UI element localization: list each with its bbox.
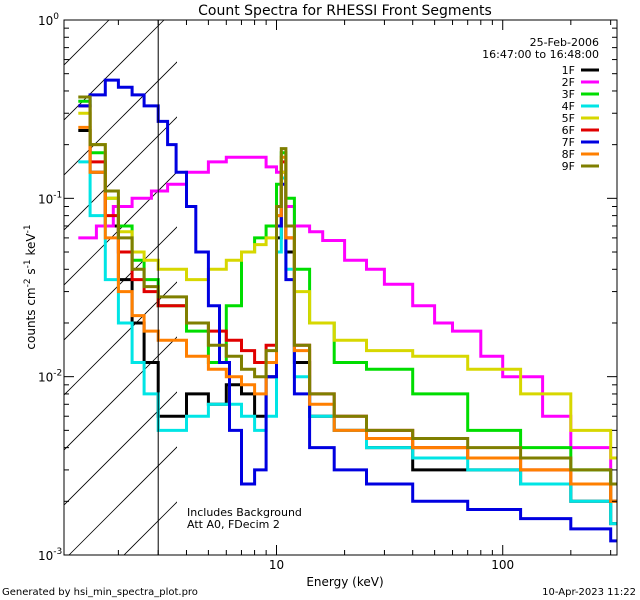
y-tick-exp: -3 xyxy=(53,547,62,557)
hatch-line xyxy=(64,61,177,176)
series-line-7F xyxy=(78,78,617,543)
legend-label-9F: 9F xyxy=(562,160,575,173)
series-line-8F xyxy=(78,125,617,503)
y-label-part: counts cm xyxy=(24,287,38,349)
y-tick-base: 10 xyxy=(38,192,53,206)
series-line-5F xyxy=(78,111,617,460)
series-line-3F xyxy=(78,99,617,503)
y-tick-exp: -2 xyxy=(53,369,62,379)
x-axis-label: Energy (keV) xyxy=(306,575,383,589)
hatch-line xyxy=(64,391,177,506)
hatch-line xyxy=(64,116,177,231)
series-layer xyxy=(78,78,617,543)
y-tick-exp: -1 xyxy=(53,190,62,200)
annotation-background: Includes Background xyxy=(187,506,302,519)
x-axis-ticks: 10 100 xyxy=(117,20,612,572)
y-tick-base: 10 xyxy=(38,549,53,563)
hatch-line xyxy=(619,20,640,555)
y-tick-base: 10 xyxy=(38,371,53,385)
y-tick-exp: 0 xyxy=(53,12,59,22)
y-label-exp: -2 xyxy=(23,278,33,287)
legend-label-1F: 1F xyxy=(562,64,575,77)
hatch-line xyxy=(64,20,165,121)
y-label-exp: -1 xyxy=(23,259,33,268)
hatch-line xyxy=(564,20,640,555)
legend-label-6F: 6F xyxy=(562,124,575,137)
series-line-9F xyxy=(78,95,617,486)
series-line-2F xyxy=(78,155,617,486)
hatch-line xyxy=(64,336,177,451)
hatch-line xyxy=(344,20,640,555)
y-label-part: keV xyxy=(24,233,38,260)
y-tick-label: 100 xyxy=(38,12,59,28)
legend-label-3F: 3F xyxy=(562,88,575,101)
legend-label-7F: 7F xyxy=(562,136,575,149)
legend-label-2F: 2F xyxy=(562,76,575,89)
y-label-exp: -1 xyxy=(23,224,33,233)
series-line-6F xyxy=(78,104,617,503)
footer-timestamp: 10-Apr-2023 11:22 xyxy=(542,587,636,598)
annotation-attenuator: Att A0, FDecim 2 xyxy=(187,518,280,531)
legend: 25-Feb-2006 16:47:00 to 16:48:00 1F2F3F4… xyxy=(482,36,599,173)
y-tick-label: 10-2 xyxy=(38,369,62,385)
chart-title: Count Spectra for RHESSI Front Segments xyxy=(198,3,492,19)
legend-label-8F: 8F xyxy=(562,148,575,161)
y-axis-label: counts cm-2 s-1 keV-1 xyxy=(23,224,38,349)
hatch-line xyxy=(64,20,110,66)
legend-date: 25-Feb-2006 xyxy=(530,36,599,49)
hatch-line xyxy=(64,281,177,396)
legend-label-4F: 4F xyxy=(562,100,575,113)
y-tick-label: 10-3 xyxy=(38,547,62,563)
plot-frame xyxy=(63,19,618,556)
footer-generated-by: Generated by hsi_min_spectra_plot.pro xyxy=(2,587,198,598)
hatch-line xyxy=(289,20,640,555)
y-label-part: s xyxy=(24,268,38,278)
hatch-line xyxy=(64,171,177,286)
legend-time-range: 16:47:00 to 16:48:00 xyxy=(482,48,599,61)
legend-label-5F: 5F xyxy=(562,112,575,125)
y-tick-base: 10 xyxy=(38,14,53,28)
hatch-line xyxy=(64,226,177,341)
x-tick-label: 10 xyxy=(269,558,284,572)
background-hatched-region xyxy=(64,20,640,555)
x-tick-label: 100 xyxy=(491,558,514,572)
y-tick-label: 10-1 xyxy=(38,190,62,206)
